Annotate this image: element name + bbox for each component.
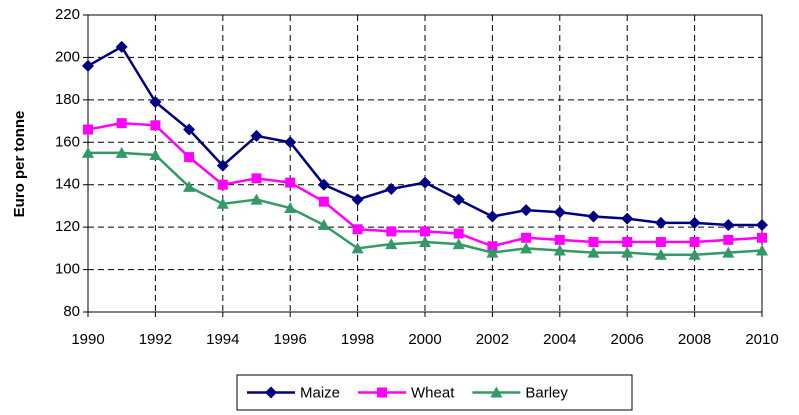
- marker: [520, 204, 533, 217]
- marker: [82, 146, 94, 158]
- marker: [385, 238, 398, 250]
- marker: [654, 216, 667, 229]
- marker: [521, 232, 532, 243]
- marker: [150, 120, 161, 131]
- marker: [183, 180, 196, 192]
- marker: [689, 236, 700, 247]
- marker: [284, 202, 297, 214]
- marker: [622, 236, 633, 247]
- y-tick-label: 200: [55, 48, 80, 65]
- marker: [621, 246, 634, 258]
- marker: [351, 193, 364, 206]
- marker: [419, 235, 431, 247]
- y-tick-label: 120: [55, 218, 80, 235]
- x-tick-label: 1998: [341, 331, 374, 348]
- marker: [149, 95, 162, 108]
- marker: [284, 136, 297, 149]
- marker: [452, 238, 465, 250]
- y-tick-label: 160: [55, 133, 80, 150]
- marker: [587, 210, 600, 223]
- legend-marker: [377, 387, 388, 398]
- marker: [621, 212, 634, 225]
- marker: [82, 59, 94, 72]
- marker: [588, 236, 599, 247]
- legend-marker: [490, 386, 503, 398]
- marker: [554, 234, 565, 245]
- legend-box: [236, 374, 633, 411]
- marker: [285, 177, 296, 188]
- marker: [452, 193, 465, 206]
- marker: [251, 173, 262, 184]
- marker: [486, 246, 499, 258]
- marker: [756, 219, 768, 232]
- marker: [184, 152, 195, 163]
- x-tick-label: 2006: [611, 331, 644, 348]
- y-axis-label: Euro per tonne: [11, 111, 28, 218]
- marker: [83, 124, 93, 135]
- marker: [757, 232, 767, 243]
- marker: [116, 118, 127, 129]
- marker: [688, 248, 701, 260]
- marker: [115, 146, 128, 158]
- marker: [250, 129, 263, 142]
- x-tick-label: 1990: [71, 331, 104, 348]
- marker: [217, 179, 228, 190]
- x-tick-label: 2008: [678, 331, 711, 348]
- x-tick-label: 2004: [543, 331, 576, 348]
- marker: [723, 234, 734, 245]
- x-tick-label: 1996: [274, 331, 307, 348]
- marker: [654, 248, 667, 260]
- marker: [722, 246, 735, 258]
- x-tick-label: 1992: [139, 331, 172, 348]
- marker: [722, 219, 735, 232]
- y-tick-label: 220: [55, 6, 80, 23]
- legend-label: Barley: [525, 384, 568, 401]
- marker: [453, 228, 464, 239]
- legend-marker: [265, 386, 277, 399]
- marker: [553, 206, 566, 219]
- x-tick-label: 1994: [206, 331, 239, 348]
- marker: [352, 224, 363, 235]
- marker: [756, 244, 768, 256]
- marker: [419, 176, 431, 189]
- marker: [216, 159, 229, 172]
- marker: [317, 219, 330, 231]
- marker: [318, 196, 329, 207]
- marker: [149, 149, 162, 161]
- y-tick-label: 180: [55, 91, 80, 108]
- marker: [688, 216, 701, 229]
- marker: [385, 182, 398, 195]
- legend-label: Maize: [300, 384, 340, 401]
- y-tick-label: 80: [63, 303, 80, 320]
- marker: [487, 241, 498, 252]
- x-tick-label: 2010: [745, 331, 778, 348]
- marker: [553, 244, 566, 256]
- marker: [317, 178, 330, 191]
- plot-border: [87, 14, 763, 313]
- y-tick-label: 140: [55, 176, 80, 193]
- marker: [216, 197, 229, 209]
- legend-label: Wheat: [411, 384, 455, 401]
- marker: [183, 123, 196, 136]
- marker: [486, 210, 499, 223]
- marker: [351, 242, 364, 254]
- marker: [520, 242, 533, 254]
- marker: [250, 193, 263, 205]
- marker: [115, 40, 128, 53]
- marker: [587, 246, 600, 258]
- marker: [386, 226, 397, 237]
- y-tick-label: 100: [55, 261, 80, 278]
- marker: [655, 236, 666, 247]
- marker: [420, 226, 430, 237]
- x-tick-label: 2000: [408, 331, 441, 348]
- x-tick-label: 2002: [476, 331, 509, 348]
